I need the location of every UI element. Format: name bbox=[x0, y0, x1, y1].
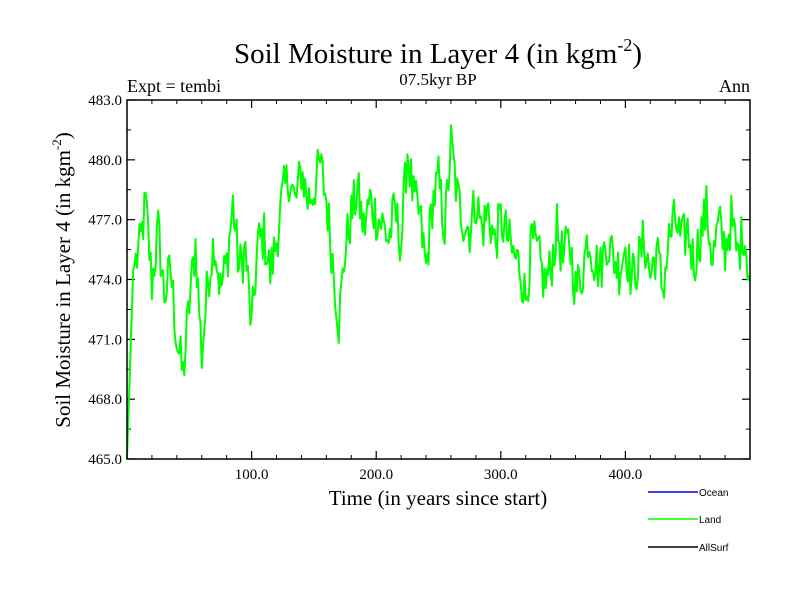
y-tick-label: 471.0 bbox=[88, 332, 122, 348]
legend-label-land: Land bbox=[699, 515, 721, 526]
y-axis-label-superscript: -2 bbox=[49, 139, 64, 150]
y-tick-label: 468.0 bbox=[88, 392, 122, 408]
x-tick-label: 400.0 bbox=[609, 467, 643, 483]
legend: Ocean Land AllSurf bbox=[648, 488, 729, 554]
legend-label-allsurf: AllSurf bbox=[699, 543, 729, 554]
y-axis-label-main: Soil Moisture in Layer 4 (in kgm bbox=[51, 150, 75, 428]
legend-label-ocean: Ocean bbox=[699, 488, 728, 499]
annual-label: Ann bbox=[719, 76, 750, 96]
y-tick-label: 480.0 bbox=[88, 153, 122, 169]
chart-title: Soil Moisture in Layer 4 (in kgm-2) bbox=[234, 35, 642, 70]
y-tick-label: 474.0 bbox=[88, 273, 122, 289]
x-axis-label: Time (in years since start) bbox=[329, 486, 548, 510]
plot-frame bbox=[126, 99, 751, 460]
land-series-line bbox=[126, 124, 751, 460]
y-axis-ticks: 465.0 468.0 471.0 474.0 477.0 480.0 483.0 bbox=[88, 93, 750, 468]
y-axis-label: Soil Moisture in Layer 4 (in kgm-2) bbox=[49, 132, 75, 427]
x-tick-label: 100.0 bbox=[235, 467, 269, 483]
x-tick-label: 200.0 bbox=[359, 467, 393, 483]
y-tick-label: 483.0 bbox=[88, 93, 122, 109]
x-tick-label: 300.0 bbox=[484, 467, 518, 483]
y-axis-label-close: ) bbox=[51, 132, 75, 139]
chart-title-superscript: -2 bbox=[617, 35, 632, 55]
y-tick-label: 477.0 bbox=[88, 213, 122, 229]
experiment-label: Expt = tembi bbox=[127, 76, 221, 96]
y-tick-label: 465.0 bbox=[88, 452, 122, 468]
chart-title-close: ) bbox=[632, 38, 642, 70]
chart-subtitle: 07.5kyr BP bbox=[399, 70, 476, 89]
x-axis-ticks: 100.0 200.0 300.0 400.0 bbox=[151, 100, 726, 483]
chart-title-main: Soil Moisture in Layer 4 (in kgm bbox=[234, 38, 618, 70]
